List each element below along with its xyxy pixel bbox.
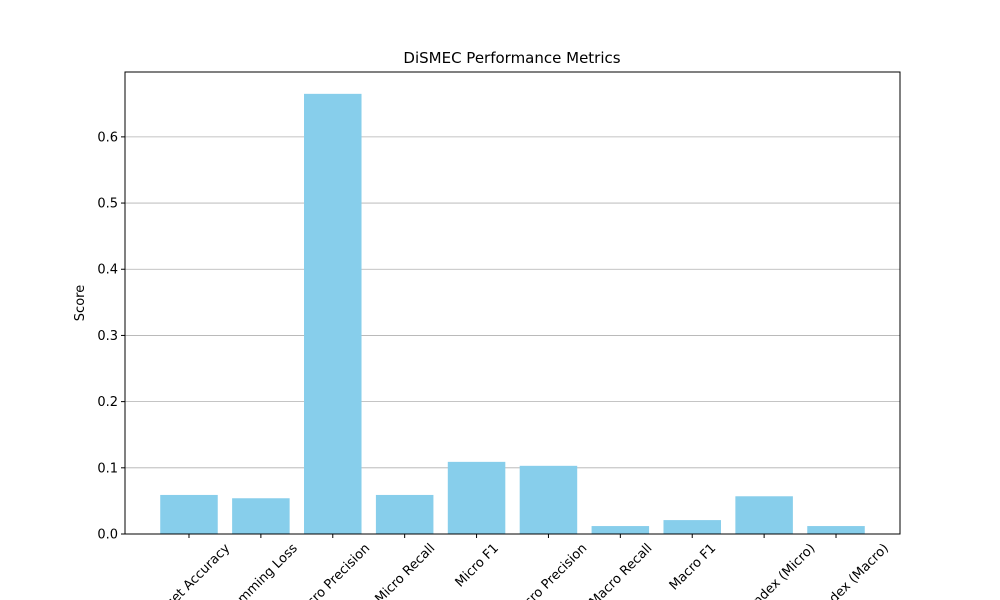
bar: [519, 465, 578, 534]
bar: [663, 520, 721, 534]
bar: [447, 461, 506, 534]
x-tick-label: Macro F1: [667, 541, 719, 593]
x-tick-label: Hamming Loss: [222, 541, 301, 600]
y-tick-label: 0.0: [97, 528, 118, 543]
x-tick-label: Macro Recall: [587, 541, 656, 600]
x-tick-label: Micro F1: [453, 541, 502, 590]
bar: [375, 494, 434, 534]
bar: [735, 496, 793, 534]
x-tick-label: Macro Precision: [508, 541, 590, 600]
y-tick-label: 0.4: [97, 263, 118, 278]
bar: [232, 498, 290, 534]
y-tick-label: 0.1: [97, 461, 118, 476]
bar: [591, 526, 650, 534]
y-axis-label: Score: [73, 285, 88, 321]
y-tick-label: 0.3: [97, 329, 118, 344]
bar: [304, 93, 362, 534]
chart-title: DiSMEC Performance Metrics: [403, 49, 620, 67]
bar: [160, 494, 218, 534]
bar: [807, 526, 865, 534]
x-tick-label: Micro Precision: [294, 541, 373, 600]
y-tick-label: 0.5: [97, 197, 118, 212]
x-tick-label: Jaccard Index (Micro): [711, 541, 819, 600]
x-tick-label: Micro Recall: [373, 541, 439, 600]
y-tick-label: 0.2: [97, 395, 118, 410]
y-tick-label: 0.6: [97, 130, 118, 145]
plot-frame: [124, 71, 901, 535]
x-tick-label: Subset Accuracy: [146, 541, 233, 600]
